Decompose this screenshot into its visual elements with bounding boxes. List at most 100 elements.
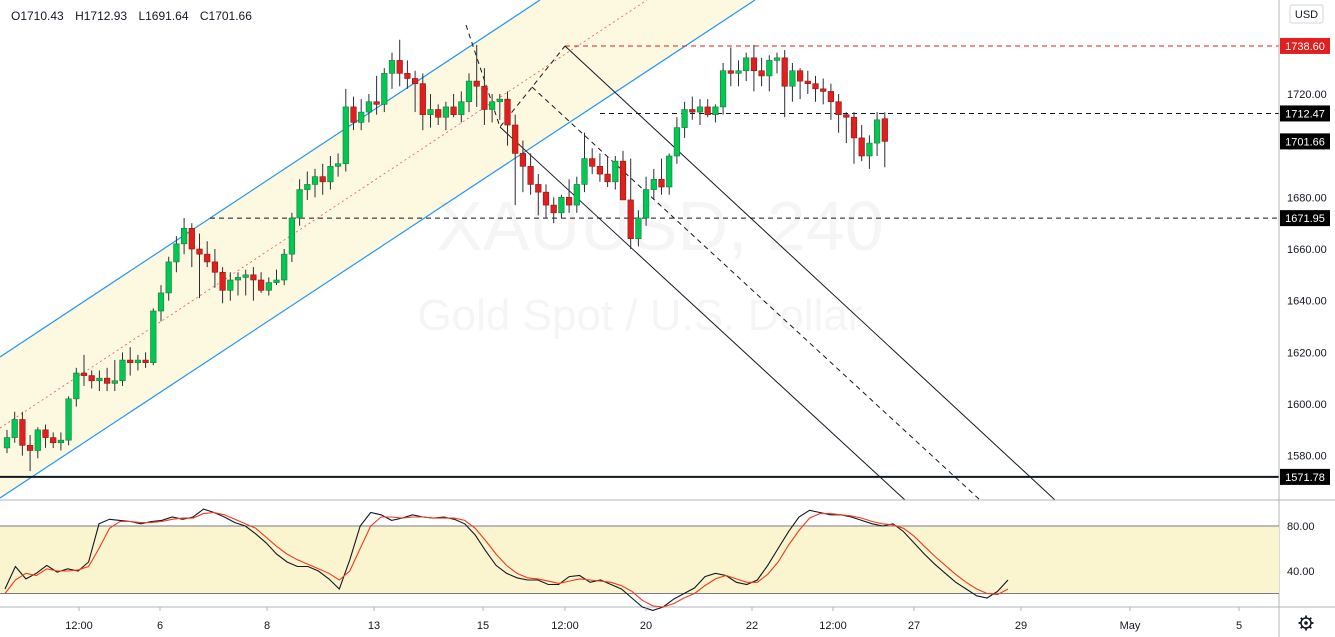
candle-body[interactable]	[304, 184, 311, 190]
candle-body[interactable]	[42, 429, 49, 438]
candle-body[interactable]	[812, 83, 819, 90]
candle-body[interactable]	[481, 85, 488, 110]
candle-body[interactable]	[435, 109, 442, 118]
candle-body[interactable]	[758, 70, 765, 77]
candle-body[interactable]	[411, 78, 419, 84]
candle-body[interactable]	[211, 261, 219, 273]
candle-body[interactable]	[196, 248, 203, 255]
pitchfork-median-line[interactable]	[531, 86, 981, 501]
candle-body[interactable]	[681, 109, 688, 128]
candle-body[interactable]	[250, 274, 257, 281]
candle-body[interactable]	[635, 217, 642, 239]
candle-body[interactable]	[773, 57, 781, 61]
candle-body[interactable]	[850, 116, 858, 139]
candle-body[interactable]	[627, 199, 634, 239]
candle-body[interactable]	[365, 101, 373, 113]
candle-body[interactable]	[858, 137, 865, 157]
candle-body[interactable]	[719, 70, 727, 108]
channel-lower-line[interactable]	[0, 0, 756, 499]
candle-body[interactable]	[127, 359, 134, 363]
candle-body[interactable]	[288, 217, 296, 255]
candle-body[interactable]	[257, 279, 265, 291]
candle-body[interactable]	[781, 57, 788, 87]
candle-body[interactable]	[50, 437, 57, 444]
candle-body[interactable]	[442, 106, 450, 118]
candle-body[interactable]	[589, 158, 596, 167]
candle-body[interactable]	[573, 184, 580, 206]
candle-body[interactable]	[766, 60, 773, 77]
candle-body[interactable]	[427, 109, 434, 115]
candle-body[interactable]	[350, 106, 357, 123]
candle-body[interactable]	[558, 197, 565, 214]
candle-body[interactable]	[404, 73, 411, 79]
candle-body[interactable]	[88, 375, 95, 382]
candle-body[interactable]	[234, 277, 242, 281]
candle-body[interactable]	[519, 153, 526, 167]
candle-body[interactable]	[373, 101, 380, 105]
candle-body[interactable]	[881, 118, 888, 142]
pitchfork-lower-line[interactable]	[499, 126, 906, 501]
candle-body[interactable]	[535, 184, 542, 193]
candle-body[interactable]	[104, 377, 111, 384]
candle-body[interactable]	[866, 142, 873, 157]
candle-body[interactable]	[743, 57, 750, 72]
candle-body[interactable]	[835, 101, 842, 115]
candle-body[interactable]	[450, 106, 457, 115]
candle-body[interactable]	[342, 106, 349, 165]
candle-body[interactable]	[527, 166, 534, 185]
candle-body[interactable]	[804, 80, 811, 84]
candle-body[interactable]	[150, 310, 157, 363]
candle-body[interactable]	[504, 98, 511, 126]
candle-body[interactable]	[712, 106, 719, 115]
candle-body[interactable]	[465, 80, 473, 103]
candle-body[interactable]	[488, 101, 496, 110]
candle-body[interactable]	[265, 282, 272, 291]
candle-body[interactable]	[11, 419, 18, 438]
candle-body[interactable]	[3, 437, 11, 449]
candle-body[interactable]	[165, 261, 172, 294]
candle-body[interactable]	[612, 160, 619, 183]
candle-body[interactable]	[796, 70, 804, 82]
candle-body[interactable]	[727, 70, 734, 74]
candle-body[interactable]	[658, 178, 665, 188]
candle-body[interactable]	[843, 114, 850, 118]
candle-body[interactable]	[227, 279, 234, 291]
candle-body[interactable]	[173, 243, 180, 263]
candle-body[interactable]	[512, 124, 519, 154]
candle-body[interactable]	[319, 176, 326, 183]
candle-body[interactable]	[396, 60, 403, 74]
candle-body[interactable]	[96, 377, 103, 382]
currency-box[interactable]	[1289, 4, 1324, 24]
candle-body[interactable]	[619, 160, 627, 201]
candle-body[interactable]	[650, 178, 657, 190]
gear-icon[interactable]	[1298, 615, 1314, 631]
candle-body[interactable]	[642, 189, 650, 219]
candle-body[interactable]	[604, 173, 611, 183]
candle-body[interactable]	[34, 429, 41, 451]
candle-body[interactable]	[473, 80, 480, 87]
candle-body[interactable]	[496, 98, 503, 103]
candle-body[interactable]	[666, 155, 673, 188]
candle-body[interactable]	[311, 176, 319, 185]
candle-body[interactable]	[204, 253, 211, 263]
candle-body[interactable]	[789, 70, 796, 87]
candle-body[interactable]	[26, 445, 34, 451]
candle-body[interactable]	[181, 228, 188, 245]
candle-body[interactable]	[673, 127, 680, 157]
candle-body[interactable]	[134, 359, 142, 363]
candle-body[interactable]	[19, 419, 26, 446]
candle-body[interactable]	[273, 279, 280, 283]
candle-body[interactable]	[542, 191, 550, 206]
candle-body[interactable]	[119, 359, 126, 382]
candle-body[interactable]	[111, 380, 118, 384]
candle-body[interactable]	[381, 73, 388, 105]
candle-body[interactable]	[873, 119, 881, 144]
candle-body[interactable]	[73, 372, 80, 400]
candle-body[interactable]	[596, 166, 603, 175]
candle-body[interactable]	[296, 189, 303, 219]
pitchfork-upper-line[interactable]	[564, 45, 1056, 501]
candle-body[interactable]	[142, 359, 149, 363]
candle-body[interactable]	[565, 197, 573, 206]
